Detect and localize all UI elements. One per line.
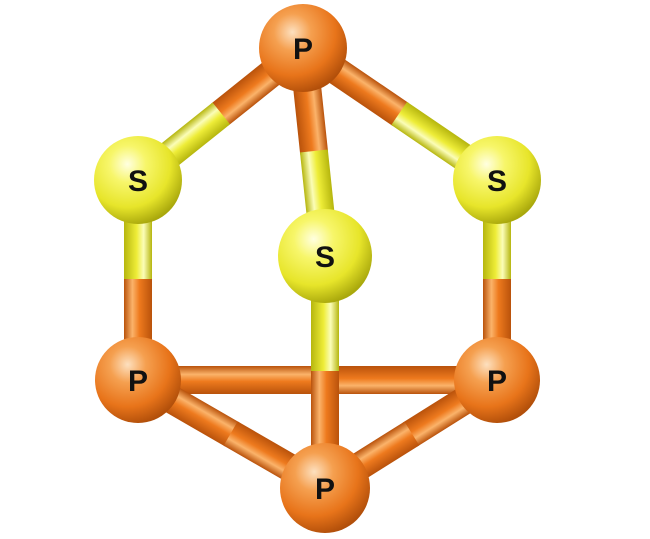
atom-s-center: S	[278, 209, 372, 303]
atom-s-left: S	[94, 136, 182, 224]
atom-p-bottom: P	[280, 443, 370, 533]
atom-sphere-p	[280, 443, 370, 533]
atom-label: S	[487, 165, 507, 198]
atom-label: S	[128, 165, 148, 198]
atom-p-top: P	[259, 4, 347, 92]
atom-p-left: P	[95, 337, 181, 423]
atom-label: P	[315, 473, 335, 506]
atom-s-right: S	[453, 136, 541, 224]
atom-sphere-p	[454, 337, 540, 423]
atom-label: P	[487, 365, 507, 398]
atom-p-right: P	[454, 337, 540, 423]
atom-sphere-p	[259, 4, 347, 92]
atom-label: P	[128, 365, 148, 398]
atom-sphere-p	[95, 337, 181, 423]
atom-sphere-s	[453, 136, 541, 224]
atom-label: S	[315, 241, 335, 274]
atoms-layer: P S S S P P P	[94, 4, 541, 533]
atom-label: P	[293, 33, 313, 66]
atom-sphere-s	[278, 209, 372, 303]
atom-sphere-s	[94, 136, 182, 224]
